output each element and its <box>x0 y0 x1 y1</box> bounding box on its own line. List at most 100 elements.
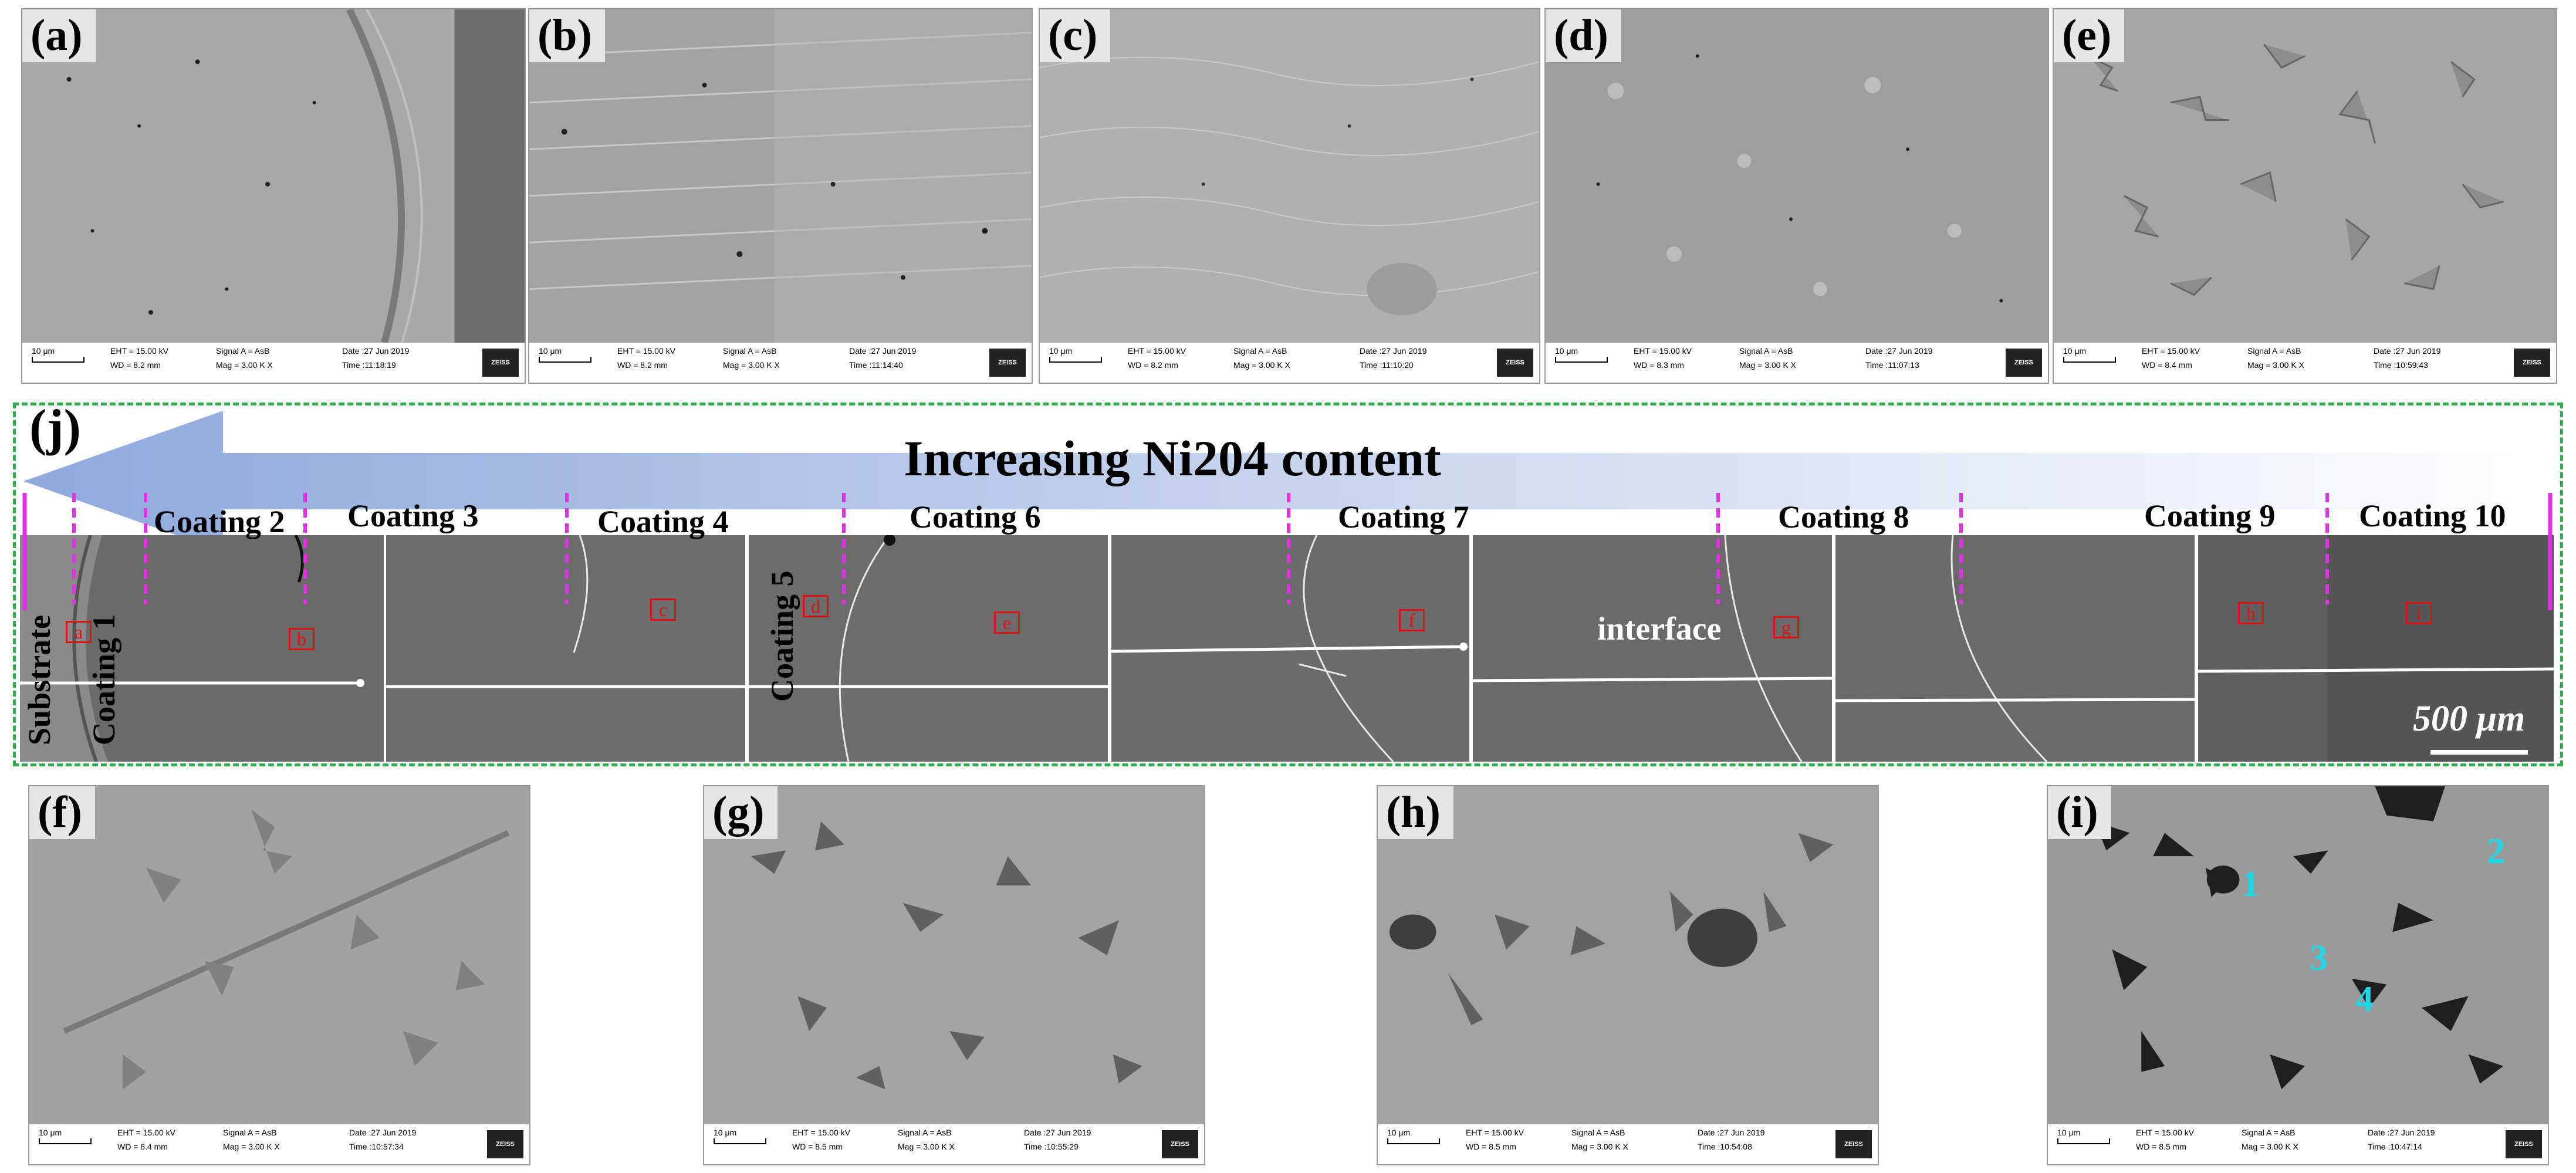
time-text: Time :11:18:19 <box>342 360 396 370</box>
wd-text: WD = 8.4 mm <box>2142 360 2192 370</box>
cross-section-image <box>1473 535 1832 762</box>
sem-image-h <box>1378 786 1878 1124</box>
mag-text: Mag = 3.00 K X <box>2247 360 2304 370</box>
sem-image-d <box>1546 9 2048 343</box>
time-text: Time :10:54:08 <box>1698 1142 1752 1151</box>
scalebar-500 <box>2430 750 2528 755</box>
scalebar <box>1387 1138 1440 1144</box>
increasing-arrow <box>23 411 2558 552</box>
scalebar-500-label: 500 μm <box>2413 699 2526 739</box>
sem-image-e <box>2054 9 2556 343</box>
micrograph-d <box>1546 9 2048 343</box>
panel-d: (d) 10 μm EHT = 15.00 kV WD = 8.3 mm Sig… <box>1544 8 2049 384</box>
time-text: Time :11:07:13 <box>1865 360 1919 370</box>
sem-databar: 10 μm EHT = 15.00 kV WD = 8.4 mm Signal … <box>2054 343 2556 383</box>
micrograph-e <box>2054 9 2556 343</box>
point-marker-4: 4 <box>2355 979 2374 1019</box>
panel-label: (b) <box>529 9 605 62</box>
panel-label: (f) <box>29 786 95 839</box>
sem-databar: 10 μm EHT = 15.00 kV WD = 8.2 mm Signal … <box>22 343 525 383</box>
region-box-d: d <box>803 595 829 617</box>
mag-text: Mag = 3.00 K X <box>1739 360 1796 370</box>
micrograph-f <box>29 786 529 1124</box>
micrograph-g <box>704 786 1204 1124</box>
coating-boundary-markers <box>22 493 2553 610</box>
panel-label: (c) <box>1040 9 1111 62</box>
zeiss-logo: ZEISS <box>2506 1130 2542 1158</box>
eht-text: EHT = 15.00 kV <box>2136 1128 2194 1137</box>
signal-text: Signal A = AsB <box>898 1128 952 1137</box>
wd-text: WD = 8.2 mm <box>1128 360 1178 370</box>
panel-label: (d) <box>1546 9 1621 62</box>
region-box-h: h <box>2238 602 2264 624</box>
time-text: Time :11:10:20 <box>1360 360 1414 370</box>
scalebar <box>2063 357 2116 363</box>
region-box-c: c <box>650 599 676 621</box>
scalebar <box>39 1138 92 1144</box>
cross-section-strip-5 <box>1473 535 1832 762</box>
micrograph-i <box>2048 786 2548 1124</box>
mag-text: Mag = 3.00 K X <box>723 360 780 370</box>
scalebar <box>539 357 591 363</box>
sem-image-g <box>704 786 1204 1124</box>
cross-section-image <box>1835 535 2195 762</box>
cross-section-strip-6 <box>1835 535 2195 762</box>
panel-label: (h) <box>1378 786 1453 839</box>
signal-text: Signal A = AsB <box>1233 346 1287 356</box>
coating5-label: Coating 5 <box>765 570 800 702</box>
coating-label: Coating 4 <box>597 504 729 539</box>
date-text: Date :27 Jun 2019 <box>2368 1128 2435 1137</box>
mag-text: Mag = 3.00 K X <box>898 1142 955 1151</box>
zeiss-logo: ZEISS <box>482 349 519 377</box>
micrograph-b <box>529 9 1032 343</box>
wd-text: WD = 8.5 mm <box>2136 1142 2186 1151</box>
sem-databar: 10 μm EHT = 15.00 kV WD = 8.5 mm Signal … <box>1378 1124 1878 1164</box>
date-text: Date :27 Jun 2019 <box>849 346 917 356</box>
micrograph-h <box>1378 786 1878 1124</box>
scalebar <box>714 1138 766 1144</box>
scalebar-text: 10 μm <box>1555 346 1578 356</box>
zeiss-logo: ZEISS <box>2514 349 2550 377</box>
coating-label: Coating 6 <box>910 499 1041 535</box>
time-text: Time :10:55:29 <box>1024 1142 1079 1151</box>
wd-text: WD = 8.2 mm <box>110 360 161 370</box>
eht-text: EHT = 15.00 kV <box>1466 1128 1524 1137</box>
wd-text: WD = 8.5 mm <box>792 1142 843 1151</box>
signal-text: Signal A = AsB <box>1571 1128 1625 1137</box>
region-box-i: i <box>2406 602 2432 624</box>
date-text: Date :27 Jun 2019 <box>1698 1128 1765 1137</box>
micrograph-c <box>1040 9 1539 343</box>
region-box-f: f <box>1399 609 1425 631</box>
zeiss-logo: ZEISS <box>1835 1130 1872 1158</box>
zeiss-logo: ZEISS <box>1162 1130 1198 1158</box>
sem-image-b <box>529 9 1032 343</box>
wd-text: WD = 8.4 mm <box>117 1142 168 1151</box>
interface-label: interface <box>1597 611 1722 647</box>
sem-databar: 10 μm EHT = 15.00 kV WD = 8.2 mm Signal … <box>529 343 1032 383</box>
mag-text: Mag = 3.00 K X <box>2242 1142 2298 1151</box>
region-box-b: b <box>289 628 315 650</box>
point-marker-1: 1 <box>2242 864 2260 904</box>
zeiss-logo: ZEISS <box>1497 349 1533 377</box>
eht-text: EHT = 15.00 kV <box>1634 346 1692 356</box>
eht-text: EHT = 15.00 kV <box>117 1128 175 1137</box>
scalebar <box>2057 1138 2110 1144</box>
sem-image-f <box>29 786 529 1124</box>
panel-h: (h) 10 μm EHT = 15.00 kV WD = 8.5 mm Sig… <box>1377 785 1879 1165</box>
substrate-label: Substrate <box>22 614 57 745</box>
scalebar-text: 10 μm <box>1387 1128 1411 1137</box>
date-text: Date :27 Jun 2019 <box>2374 346 2441 356</box>
micrograph-a <box>22 9 525 343</box>
scalebar-text: 10 μm <box>32 346 55 356</box>
date-text: Date :27 Jun 2019 <box>349 1128 417 1137</box>
time-text: Time :11:14:40 <box>849 360 903 370</box>
scalebar <box>1555 357 1608 363</box>
wd-text: WD = 8.2 mm <box>617 360 668 370</box>
signal-text: Signal A = AsB <box>216 346 270 356</box>
eht-text: EHT = 15.00 kV <box>617 346 675 356</box>
sem-databar: 10 μm EHT = 15.00 kV WD = 8.3 mm Signal … <box>1546 343 2048 383</box>
increasing-ni204-label: Increasing Ni204 content <box>904 430 1441 486</box>
composite-frame <box>13 403 2563 766</box>
point-marker-2: 2 <box>2487 831 2505 871</box>
zeiss-logo: ZEISS <box>2006 349 2042 377</box>
